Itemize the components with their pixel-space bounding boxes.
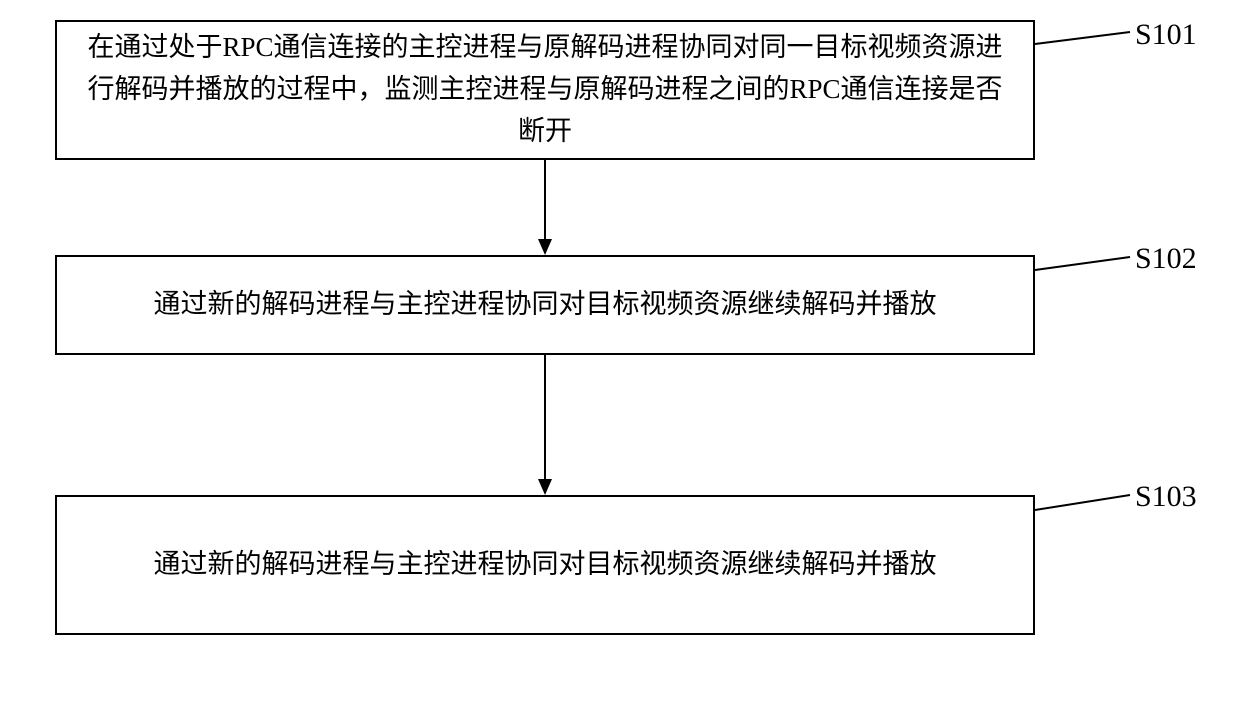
connector-layer bbox=[0, 0, 1240, 707]
flowchart-canvas: 在通过处于RPC通信连接的主控进程与原解码进程协同对同一目标视频资源进行解码并播… bbox=[0, 0, 1240, 707]
callout-line-s101 bbox=[1035, 32, 1130, 44]
callout-line-s102 bbox=[1035, 257, 1130, 270]
callout-line-s103 bbox=[1035, 495, 1130, 510]
